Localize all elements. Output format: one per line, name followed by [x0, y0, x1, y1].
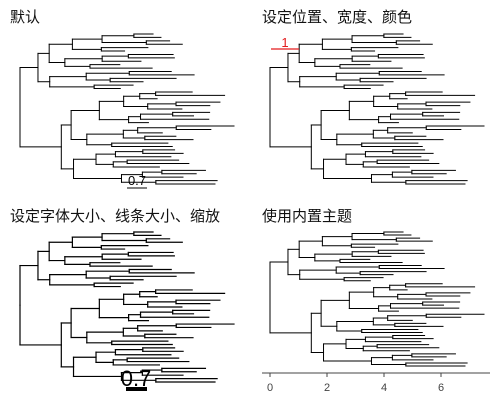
tree-theme	[269, 231, 485, 367]
x-axis-tick-label: 4	[381, 382, 387, 394]
scale-bar-font: 0.7	[121, 366, 152, 391]
panel-title-default: 默认	[10, 8, 40, 26]
panel-title-theme: 使用内置主题	[262, 207, 352, 225]
panel-theme: 使用内置主题 0 2 4 6	[262, 207, 490, 394]
tree-default	[19, 33, 235, 185]
x-axis-tick-label: 0	[267, 382, 273, 394]
tree-font	[19, 231, 235, 383]
panel-default: 默认 0.7	[10, 8, 235, 189]
x-axis-tick-label: 6	[438, 382, 444, 394]
scale-bar-position: 1	[271, 35, 299, 50]
scale-bar-label: 0.7	[128, 173, 146, 188]
panel-title-font: 设定字体大小、线条大小、缩放	[10, 207, 220, 225]
scale-bar-label: 0.7	[121, 366, 152, 391]
tree-position	[269, 33, 485, 185]
scale-bar-label: 1	[281, 35, 288, 50]
panel-font: 设定字体大小、线条大小、缩放 0.7	[10, 207, 235, 391]
x-axis: 0 2 4 6	[262, 372, 490, 394]
scale-bar-default: 0.7	[127, 173, 147, 189]
x-axis-tick-label: 2	[324, 382, 330, 394]
panel-title-position: 设定位置、宽度、颜色	[262, 8, 412, 26]
panel-position: 设定位置、宽度、颜色 1	[262, 8, 485, 185]
